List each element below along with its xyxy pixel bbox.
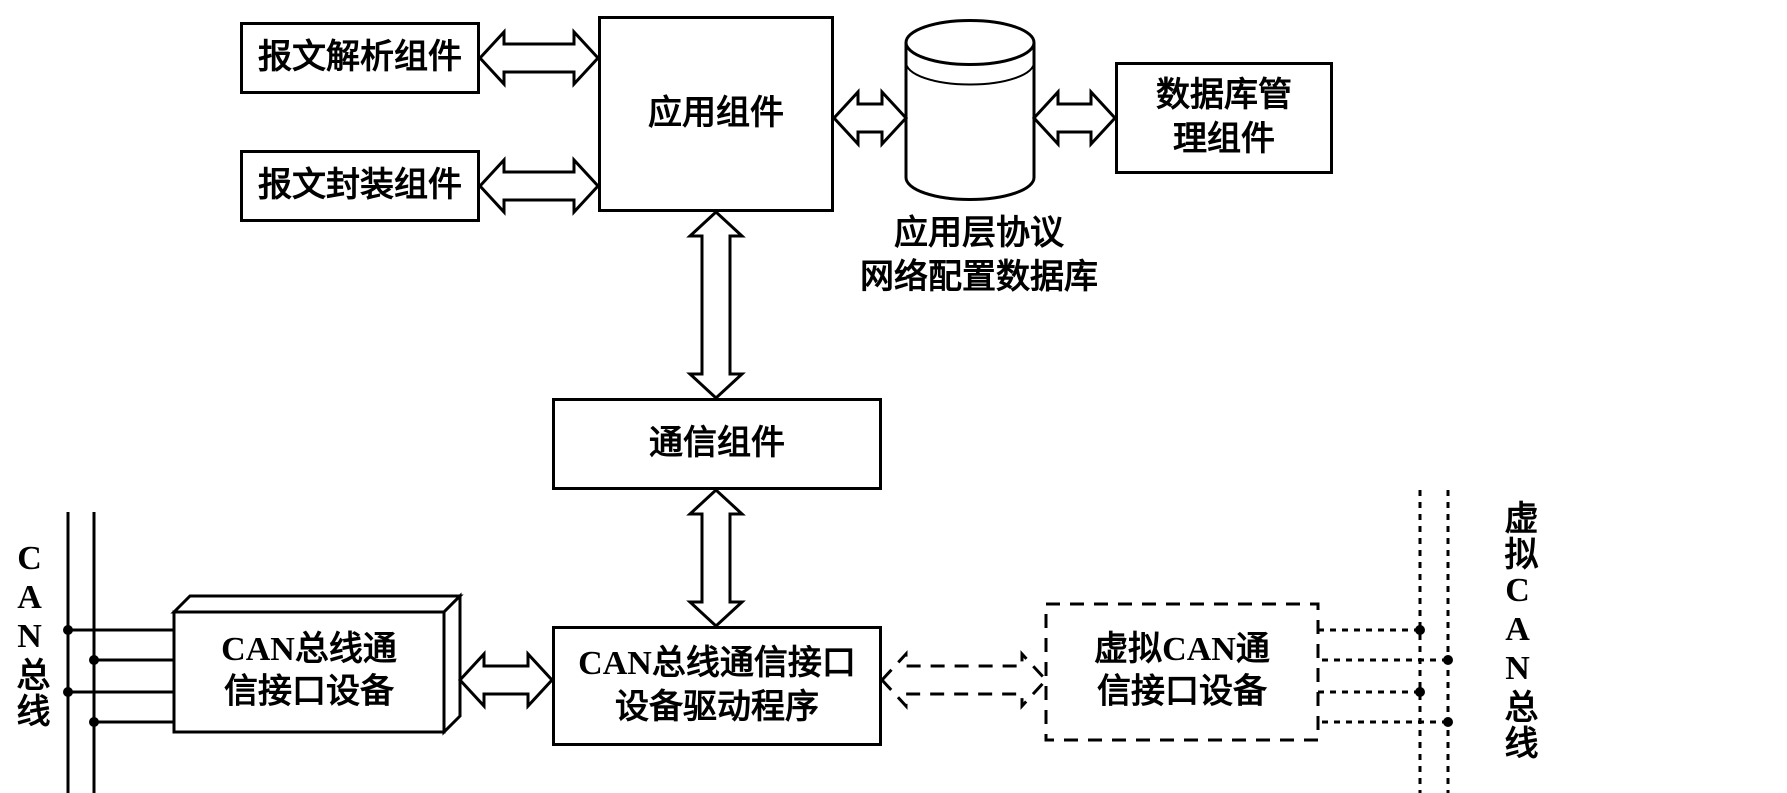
parse-box: 报文解析组件 <box>240 22 480 94</box>
app-box: 应用组件 <box>598 16 834 212</box>
svg-text:虚拟CAN通信接口设备: 虚拟CAN通信接口设备 <box>1094 630 1270 711</box>
dbmgr-box: 数据库管理组件 <box>1115 62 1333 174</box>
comm-box: 通信组件 <box>552 398 882 490</box>
left-bus-label: CAN总线 <box>12 540 46 729</box>
driver-label: CAN总线通信接口设备驱动程序 <box>578 642 856 730</box>
db-label: 应用层协议网络配置数据库 <box>860 212 1098 300</box>
parse-label: 报文解析组件 <box>258 36 462 80</box>
encap-box: 报文封装组件 <box>240 150 480 222</box>
app-label: 应用组件 <box>648 92 784 136</box>
right-bus-label: 虚拟CAN总线 <box>1500 500 1534 761</box>
dbmgr-label: 数据库管理组件 <box>1156 74 1292 162</box>
svg-text:CAN总线通信接口设备: CAN总线通信接口设备 <box>221 630 397 711</box>
encap-label: 报文封装组件 <box>258 164 462 208</box>
driver-box: CAN总线通信接口设备驱动程序 <box>552 626 882 746</box>
comm-label: 通信组件 <box>649 422 785 466</box>
